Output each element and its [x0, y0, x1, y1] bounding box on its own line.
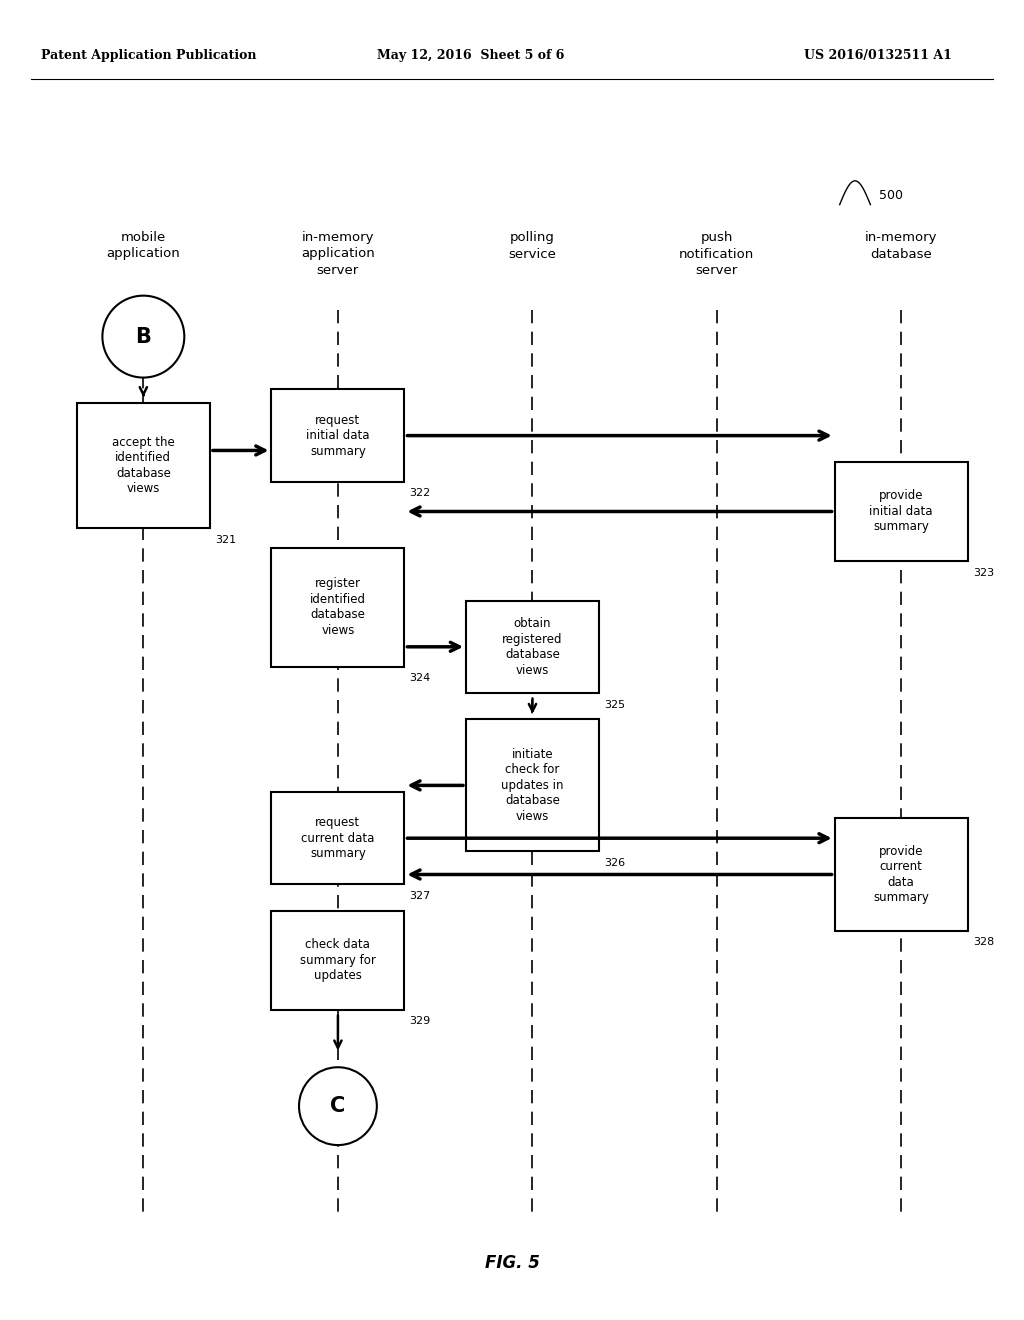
Text: 323: 323 — [973, 568, 994, 578]
Text: B: B — [135, 326, 152, 347]
Text: 326: 326 — [604, 858, 626, 869]
Text: request
current data
summary: request current data summary — [301, 816, 375, 861]
Text: mobile
application: mobile application — [106, 231, 180, 260]
Text: 500: 500 — [879, 189, 902, 202]
Text: check data
summary for
updates: check data summary for updates — [300, 939, 376, 982]
Text: May 12, 2016  Sheet 5 of 6: May 12, 2016 Sheet 5 of 6 — [378, 49, 564, 62]
Bar — [271, 911, 404, 1010]
Text: Patent Application Publication: Patent Application Publication — [41, 49, 256, 62]
Text: provide
initial data
summary: provide initial data summary — [869, 490, 933, 533]
Bar — [835, 462, 968, 561]
Bar — [835, 818, 968, 931]
Ellipse shape — [299, 1068, 377, 1144]
Text: provide
current
data
summary: provide current data summary — [873, 845, 929, 904]
Bar — [77, 403, 210, 528]
Bar — [271, 548, 404, 667]
Bar — [271, 389, 404, 482]
Text: in-memory
application
server: in-memory application server — [301, 231, 375, 277]
Text: 328: 328 — [973, 937, 994, 948]
Text: FIG. 5: FIG. 5 — [484, 1254, 540, 1272]
Text: 322: 322 — [410, 488, 431, 499]
Text: request
initial data
summary: request initial data summary — [306, 413, 370, 458]
Text: C: C — [331, 1096, 345, 1117]
Text: 325: 325 — [604, 700, 626, 710]
Text: initiate
check for
updates in
database
views: initiate check for updates in database v… — [501, 748, 564, 822]
Text: polling
service: polling service — [509, 231, 556, 260]
Text: 327: 327 — [410, 891, 431, 902]
Text: obtain
registered
database
views: obtain registered database views — [502, 616, 563, 677]
Bar — [466, 719, 599, 851]
Text: 324: 324 — [410, 673, 431, 684]
Text: push
notification
server: push notification server — [679, 231, 755, 277]
Text: US 2016/0132511 A1: US 2016/0132511 A1 — [805, 49, 952, 62]
Text: accept the
identified
database
views: accept the identified database views — [112, 436, 175, 495]
Text: register
identified
database
views: register identified database views — [310, 577, 366, 638]
Ellipse shape — [102, 296, 184, 378]
Bar — [271, 792, 404, 884]
Text: in-memory
database: in-memory database — [865, 231, 937, 260]
Bar — [466, 601, 599, 693]
Text: 329: 329 — [410, 1016, 431, 1027]
Text: 321: 321 — [215, 535, 237, 545]
